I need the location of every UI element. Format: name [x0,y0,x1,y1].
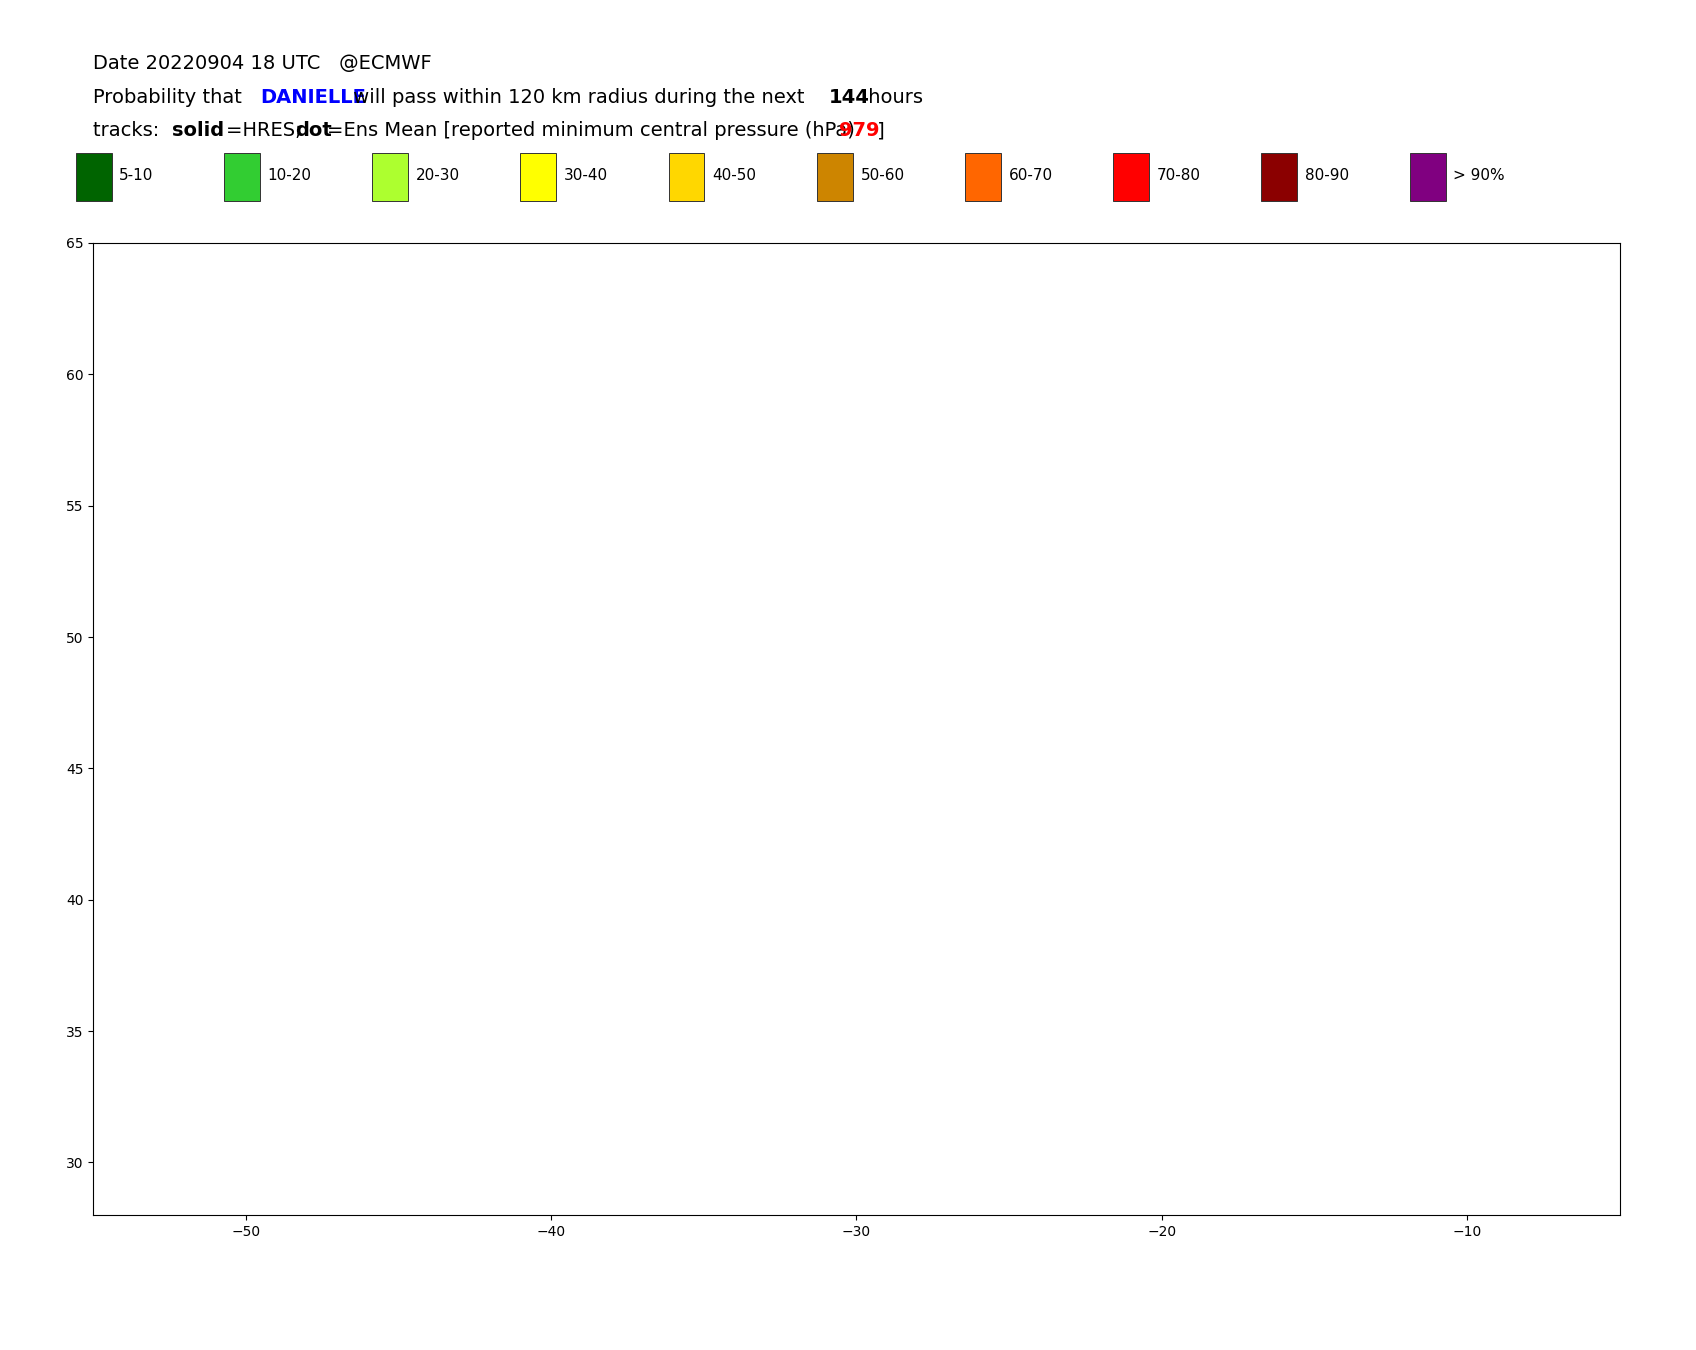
Text: =Ens Mean [reported minimum central pressure (hPa): =Ens Mean [reported minimum central pres… [327,122,868,140]
Text: 60-70: 60-70 [1009,167,1053,184]
Bar [371,153,409,201]
Bar [1262,153,1297,201]
Text: 5-10: 5-10 [119,167,154,184]
Text: > 90%: > 90% [1453,167,1504,184]
Text: solid: solid [171,122,224,140]
Text: =HRES;: =HRES; [226,122,309,140]
Text: ]: ] [872,122,885,140]
Bar [224,153,259,201]
Text: 80-90: 80-90 [1306,167,1350,184]
Text: 40-50: 40-50 [712,167,756,184]
Text: 50-60: 50-60 [860,167,904,184]
Text: DANIELLE: DANIELLE [261,88,366,107]
Bar [521,153,556,201]
Bar [76,153,112,201]
Text: dot: dot [295,122,332,140]
Text: 144: 144 [829,88,870,107]
Text: will pass within 120 km radius during the next: will pass within 120 km radius during th… [348,88,817,107]
Text: 979: 979 [840,122,880,140]
Text: 10-20: 10-20 [268,167,312,184]
Text: 70-80: 70-80 [1157,167,1201,184]
Text: tracks:: tracks: [93,122,166,140]
Text: Date 20220904 18 UTC   @ECMWF: Date 20220904 18 UTC @ECMWF [93,54,432,73]
Bar [1409,153,1445,201]
Bar [1113,153,1150,201]
Bar [668,153,704,201]
Bar [965,153,1001,201]
Bar [817,153,853,201]
Text: hours: hours [862,88,923,107]
Text: 20-30: 20-30 [416,167,460,184]
Text: 30-40: 30-40 [565,167,609,184]
Text: Probability that: Probability that [93,88,248,107]
